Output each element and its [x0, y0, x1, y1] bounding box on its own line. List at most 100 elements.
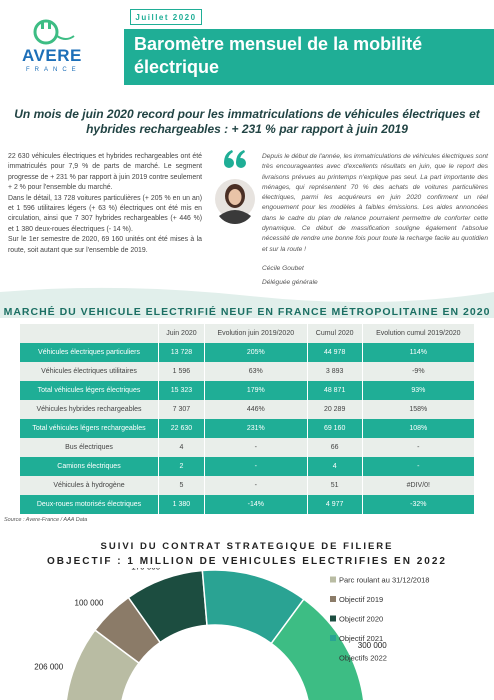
table-row: Total véhicules légers électriques 15 323…: [20, 381, 476, 400]
table-cell: -32%: [362, 495, 476, 514]
table-cell: 114%: [362, 343, 476, 362]
table-cell: Total véhicules légers électriques: [20, 381, 159, 400]
table-cell: 446%: [204, 400, 308, 419]
table-cell: 7 307: [158, 400, 205, 419]
table-cell: 4 977: [307, 495, 363, 514]
table-cell: -: [204, 438, 308, 457]
table-cell: -9%: [362, 362, 476, 381]
table-row: Véhicules électriques utilitaires 1 596 63…: [20, 362, 476, 381]
legend-swatch: [330, 576, 336, 583]
legend-swatch: [330, 654, 336, 661]
table-cell: 108%: [362, 419, 476, 438]
table-cell: -14%: [204, 495, 308, 514]
table-cell: Total véhicules légers rechargeables: [20, 419, 159, 438]
header-cell: Evolution cumul 2019/2020: [362, 324, 476, 343]
wave-band: [0, 287, 494, 318]
header-cell: [20, 324, 159, 343]
table-cell: 3 893: [307, 362, 363, 381]
table-cell: Deux-roues motorisés électriques: [20, 495, 159, 514]
table-row: Camions électriques 2-4-: [20, 457, 476, 476]
table-cell: -: [204, 457, 308, 476]
table-cell: 93%: [362, 381, 476, 400]
table-cell: 4: [158, 438, 205, 457]
table-cell: 44 978: [307, 343, 363, 362]
header-cell: Cumul 2020: [307, 324, 363, 343]
title-bar: [124, 29, 494, 85]
table-title: MARCHÉ DU VEHICULE ELECTRIFIÉ NEUF EN FR…: [3, 306, 491, 318]
portrait: [215, 179, 255, 225]
quote-name: Cécile Goubet: [262, 265, 304, 272]
table-cell: Véhicules électriques utilitaires: [20, 362, 159, 381]
table-cell: 231%: [204, 419, 308, 438]
table-cell: 63%: [204, 362, 308, 381]
table-cell: 1 596: [158, 362, 205, 381]
chart-title: SUIVI DU CONTRAT STRATEGIQUE DE FILIERE: [100, 541, 394, 552]
table-row: Deux-roues motorisés électriques 1 380 -14…: [20, 495, 476, 514]
legend-swatch: [330, 635, 336, 641]
table-cell: -: [362, 438, 476, 457]
table-cell: 15 323: [158, 381, 205, 400]
table-cell: Véhicules électriques particuliers: [20, 343, 159, 362]
table-cell: 4: [307, 457, 363, 476]
legend-label: Objectif 2021: [339, 634, 383, 643]
value-label: 206 000: [34, 662, 63, 671]
table-cell: Camions électriques: [20, 457, 159, 476]
quote-mark: [224, 150, 246, 168]
table-cell: 179%: [204, 381, 308, 400]
gauge-segment: [270, 598, 365, 700]
table-cell: -: [362, 457, 476, 476]
header-cell: Juin 2020: [158, 324, 205, 343]
paragraph: Dans le détail, 13 728 voitures particul…: [8, 194, 202, 233]
logo-name: AVERE: [22, 46, 82, 65]
body-text: 22 630 véhicules électriques et hybrides…: [8, 152, 202, 256]
table-cell: Bus électriques: [20, 438, 159, 457]
value-label: 300 000: [358, 641, 387, 650]
table-cell: 69 160: [307, 419, 363, 438]
table-cell: 20 289: [307, 400, 363, 419]
headline: Un mois de juin 2020 record pour les imm…: [14, 107, 480, 136]
source: Source : Avere-France / AAA Data: [4, 517, 88, 523]
logo-icon: [33, 19, 75, 45]
table-cell: 22 630: [158, 419, 205, 438]
table-row: Total véhicules légers rechargeables 22 6…: [20, 419, 476, 438]
value-label: 100 000: [75, 598, 104, 607]
table-row: Véhicules électriques particuliers 13 728…: [20, 343, 476, 362]
legend-label: Objectif 2020: [339, 615, 383, 624]
table-cell: Véhicules à hydrogène: [20, 476, 159, 495]
table-cell: Véhicules hybrides rechargeables: [20, 400, 159, 419]
table-cell: 13 728: [158, 343, 205, 362]
legend-swatch: [330, 615, 336, 622]
paragraph: 22 630 véhicules électriques et hybrides…: [8, 153, 202, 192]
quote-role: Déléguée générale: [262, 279, 318, 286]
logo-sub: FRANCE: [26, 67, 81, 73]
table-cell: 51: [307, 476, 363, 495]
table-cell: -: [204, 476, 308, 495]
table-cell: 48 871: [307, 381, 363, 400]
table-cell: 2: [158, 457, 205, 476]
table-cell: #DIV/0!: [362, 476, 476, 495]
legend-label: Objectifs 2022: [339, 654, 387, 663]
table-row: Bus électriques 4-66-: [20, 438, 476, 457]
quote-text: Depuis le début de l'année, les immatric…: [262, 153, 488, 253]
value-label: 170 000: [131, 568, 160, 572]
header-cell: Evolution juin 2019/2020: [204, 324, 308, 343]
legend-label: Objectif 2019: [339, 595, 383, 604]
page-title: Baromètre mensuel de la mobilité électri…: [134, 34, 423, 77]
table-cell: 158%: [362, 400, 476, 419]
chart-subtitle: OBJECTIF : 1 MILLION DE VEHICULES ELECTR…: [47, 556, 447, 567]
table-row: Véhicules à hydrogène 5-51 #DIV/0!: [20, 476, 476, 495]
header-row: Juin 2020 Evolution juin 2019/2020 Cumul 2…: [20, 324, 476, 343]
data-table: Juin 2020 Evolution juin 2019/2020 Cumul 2…: [20, 324, 476, 514]
table-cell: 5: [158, 476, 205, 495]
legend-swatch: [330, 596, 336, 602]
table-cell: 1 380: [158, 495, 205, 514]
table-row: Véhicules hybrides rechargeables 7 307 446…: [20, 400, 476, 419]
table-cell: 205%: [204, 343, 308, 362]
table-cell: 66: [307, 438, 363, 457]
legend-label: Parc roulant au 31/12/2018: [339, 576, 429, 585]
date-tag: Juillet 2020: [130, 9, 202, 25]
paragraph: Sur le 1er semestre de 2020, 69 160 unit…: [8, 236, 202, 254]
